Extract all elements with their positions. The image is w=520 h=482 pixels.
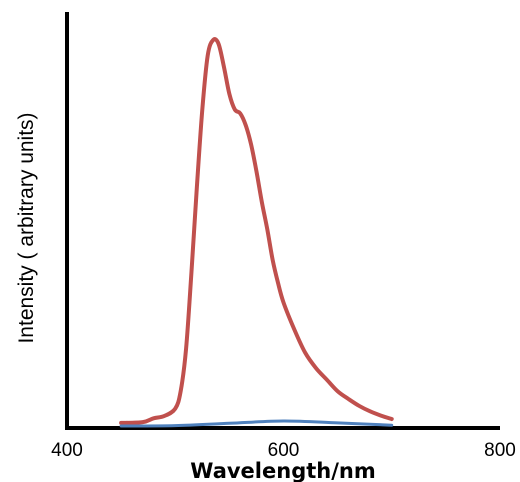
y-axis-label: Intensity ( arbitrary units) xyxy=(15,112,38,343)
x-tick-label-800: 800 xyxy=(484,440,516,461)
series-line-1 xyxy=(119,37,394,425)
axes xyxy=(65,12,500,430)
x-tick-label-600: 600 xyxy=(268,440,300,461)
x-tick-label-400: 400 xyxy=(51,440,83,461)
series-line-2 xyxy=(119,419,394,428)
x-tick-labels: 400 600 800 xyxy=(51,440,516,461)
x-axis-label: Wavelength/nm xyxy=(190,459,375,482)
series-layer xyxy=(119,37,394,428)
